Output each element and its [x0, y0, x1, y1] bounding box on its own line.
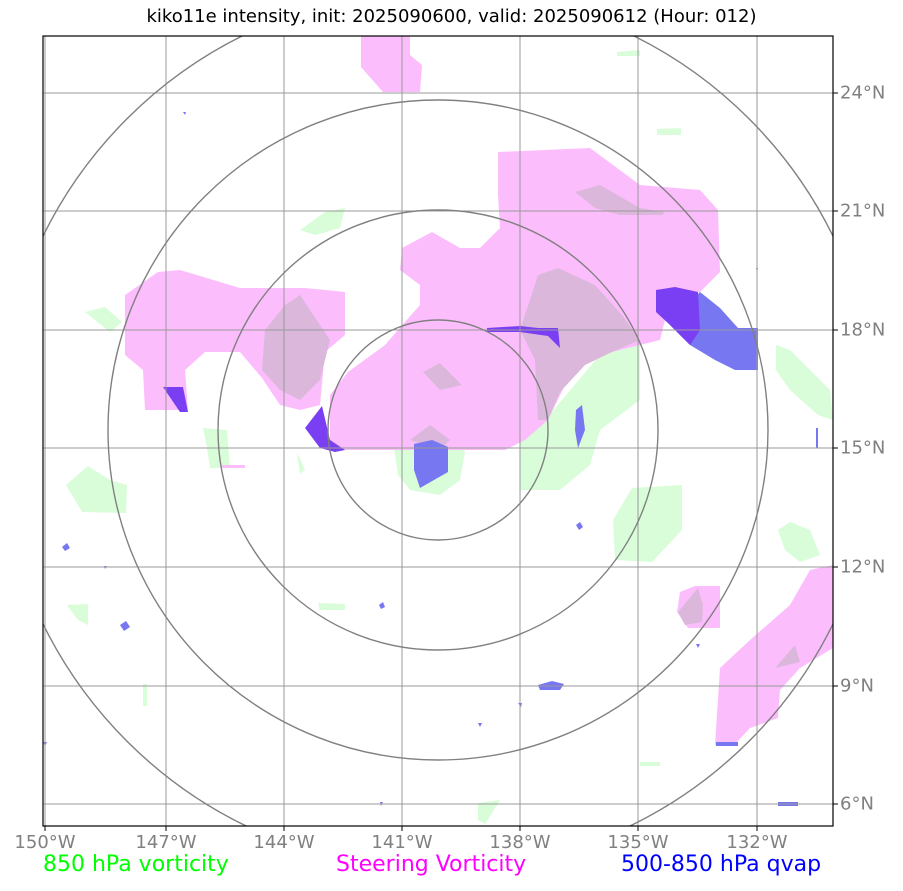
lat-label-6n: 6°N	[840, 793, 874, 815]
lat-label-18n: 18°N	[840, 319, 886, 341]
lon-label-147w: 147°W	[135, 832, 197, 853]
lat-label-21n: 21°N	[840, 200, 886, 222]
map-frame	[42, 35, 834, 827]
lon-label-135w: 135°W	[607, 832, 669, 853]
range-ring	[327, 319, 549, 541]
overlap-patches	[262, 185, 800, 668]
legend-steering-vorticity: Steering Vorticity	[336, 852, 527, 877]
map-title: kiko11e intensity, init: 2025090600, val…	[146, 6, 757, 27]
lon-label-132w: 132°W	[726, 832, 788, 853]
lon-label-141w: 141°W	[371, 832, 433, 853]
range-ring	[107, 99, 769, 761]
lat-label-15n: 15°N	[840, 437, 886, 459]
legend-850-vorticity: 850 hPa vorticity	[43, 852, 229, 877]
lat-lon-grid	[43, 36, 833, 826]
legend-qvap: 500-850 hPa qvap	[621, 852, 822, 877]
range-rings	[43, 36, 833, 826]
lon-label-138w: 138°W	[489, 832, 551, 853]
steering-vorticity-patches	[125, 36, 833, 745]
lat-label-12n: 12°N	[840, 556, 886, 578]
lon-label-144w: 144°W	[253, 832, 315, 853]
lat-label-24n: 24°N	[840, 82, 886, 104]
lon-label-150w: 150°W	[14, 832, 76, 853]
axis-ticks	[44, 92, 838, 831]
lat-label-9n: 9°N	[840, 675, 874, 697]
range-ring	[217, 209, 659, 651]
